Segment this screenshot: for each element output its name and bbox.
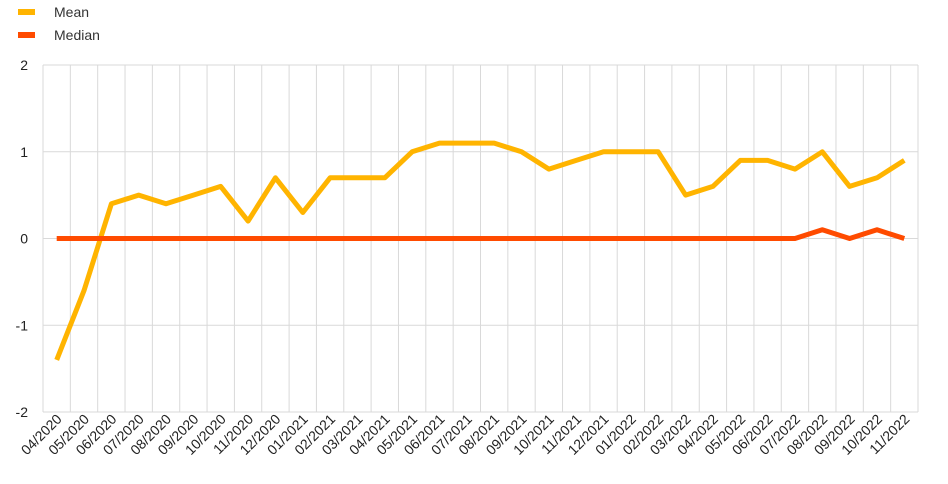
series-lines xyxy=(54,140,906,361)
legend-item-mean: Mean xyxy=(18,0,100,23)
y-tick-label: -2 xyxy=(16,404,29,420)
legend-label-median: Median xyxy=(54,26,100,43)
y-tick-label: 2 xyxy=(20,57,28,73)
legend-label-mean: Mean xyxy=(54,3,90,20)
y-tick-label: 1 xyxy=(20,144,28,160)
legend-swatch-median xyxy=(18,31,35,38)
legend: Mean Median xyxy=(18,0,100,46)
y-axis: 2 1 0 -1 -2 xyxy=(16,57,29,420)
legend-item-median: Median xyxy=(18,23,100,46)
x-axis: 04/202005/202006/202007/202008/202009/20… xyxy=(18,411,913,458)
series-line-median xyxy=(56,227,906,241)
series-line-mean xyxy=(54,140,906,361)
y-tick-label: -1 xyxy=(16,317,29,333)
y-tick-label: 0 xyxy=(20,231,28,247)
legend-swatch-mean xyxy=(18,8,35,15)
